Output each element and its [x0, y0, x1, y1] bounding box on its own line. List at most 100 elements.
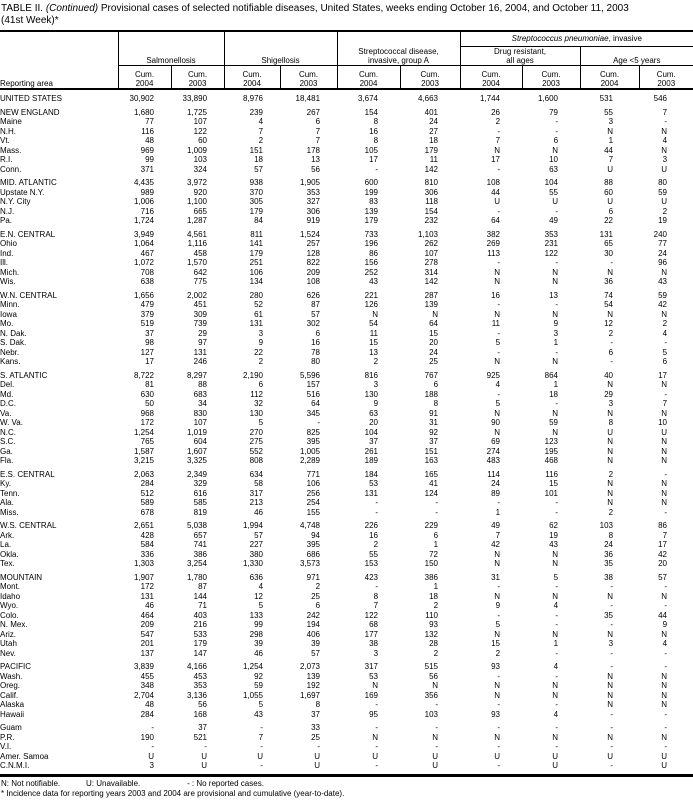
value-cell: 4,748 [299, 521, 321, 530]
value-cell: 2 [315, 582, 321, 591]
value-cell: N [494, 690, 501, 700]
table-row: Calif. 2,704 3,136 1,055 1,697 169 356 N N N N [0, 691, 693, 701]
table-row: MOUNTAIN 1,907 1,780 636 971 423 386 31 5 38 57 [0, 573, 693, 583]
value-cell: 428 [140, 530, 154, 540]
value-cell: 515 [424, 662, 439, 671]
reporting-area-cell: Nebr. [0, 347, 20, 357]
value-cell: 24 [604, 540, 614, 549]
value-cell: 18 [254, 155, 264, 164]
value-cell: 89 [491, 488, 501, 498]
value-cell: 686 [306, 549, 321, 559]
value-cell: 11 [369, 328, 379, 338]
reporting-area-cell: Okla. [0, 549, 19, 559]
value-cell: N [432, 732, 439, 742]
bottom-rule [0, 773, 693, 777]
value-cell: 816 [364, 370, 379, 380]
value-cell: 370 [249, 187, 264, 197]
value-cell: U [661, 427, 668, 437]
value-cell: 42 [658, 549, 668, 559]
week-label: (41st Week)* [1, 15, 59, 26]
value-cell: 531 [599, 94, 614, 103]
value-cell: 87 [311, 300, 321, 309]
value-cell: 86 [658, 521, 668, 530]
value-cell: 630 [140, 389, 154, 399]
value-cell: 179 [249, 206, 264, 216]
value-cell: 479 [140, 300, 154, 309]
value-cell: N [661, 732, 668, 742]
value-cell: 130 [364, 389, 379, 399]
reporting-area-cell: NEW ENGLAND [0, 107, 60, 117]
value-cell: 18,481 [295, 94, 321, 103]
column-group-age-under5: Age <5 years [579, 46, 693, 66]
value-cell: 1 [433, 540, 439, 549]
value-cell: - [317, 742, 321, 751]
value-cell: 103 [599, 521, 614, 530]
value-cell: 3,254 [186, 559, 208, 568]
value-cell: N [494, 732, 501, 742]
value-cell: 213 [249, 498, 264, 507]
col-header-cum: Cum. 2004 [117, 65, 171, 90]
reporting-area-cell: Fla. [0, 456, 14, 465]
value-cell: U [607, 751, 614, 761]
value-cell: 708 [140, 267, 154, 277]
value-cell: N [494, 629, 501, 639]
reporting-area-cell: Tex. [0, 559, 15, 568]
value-cell: 4,435 [133, 178, 154, 187]
value-cell: 395 [306, 540, 321, 549]
value-cell: 657 [193, 530, 208, 540]
value-cell: 9 [495, 601, 501, 610]
value-cell: N [607, 681, 614, 690]
value-cell: 825 [306, 427, 321, 437]
value-cell: 56 [198, 700, 208, 709]
value-cell: 163 [424, 456, 439, 465]
reporting-area-cell: Ind. [0, 248, 14, 258]
value-cell: - [610, 338, 614, 347]
table-row: Wyo. 46 71 5 6 7 2 9 4 - - [0, 601, 693, 611]
value-cell: 49 [549, 216, 559, 225]
value-cell: 382 [486, 229, 501, 239]
value-cell: - [664, 742, 668, 751]
value-cell: 134 [249, 277, 264, 286]
value-cell: 5 [553, 572, 559, 582]
value-cell: N [372, 732, 379, 742]
value-cell: 552 [249, 446, 264, 456]
value-cell: 122 [544, 248, 559, 258]
value-cell: - [375, 582, 379, 591]
value-cell: 64 [311, 399, 321, 408]
table-row: Wash. 455 453 92 139 53 56 - - N N [0, 672, 693, 682]
value-cell: 179 [249, 248, 264, 258]
value-cell: 60 [604, 187, 614, 197]
value-cell: 8,297 [186, 370, 208, 380]
value-cell: 7 [373, 601, 379, 610]
value-cell: 1,006 [133, 197, 154, 206]
value-cell: 305 [249, 197, 264, 206]
value-cell: - [435, 742, 439, 751]
value-cell: - [497, 206, 501, 216]
value-cell: 1,009 [186, 145, 208, 155]
value-cell: 25 [429, 357, 439, 366]
value-cell: 59 [549, 418, 559, 427]
value-cell: 3 [553, 328, 559, 338]
value-cell: 317 [249, 488, 264, 498]
value-cell: 139 [364, 206, 379, 216]
value-cell: 18 [429, 591, 439, 601]
value-cell: 4 [553, 709, 559, 719]
reporting-area-cell: Mont. [0, 582, 21, 591]
value-cell: 11 [491, 319, 501, 328]
value-cell: 39 [311, 639, 321, 648]
value-cell: 99 [254, 620, 264, 629]
value-cell: 5,596 [299, 370, 321, 380]
value-cell: U [607, 427, 614, 437]
value-cell: N [552, 309, 559, 319]
value-cell: 33,890 [182, 94, 208, 103]
value-cell: 221 [364, 290, 379, 300]
table-row: Hawaii 284 168 43 37 95 103 93 4 - - [0, 710, 693, 720]
value-cell: 104 [364, 427, 379, 437]
value-cell: 1,697 [299, 690, 321, 700]
value-cell: 256 [306, 488, 321, 498]
value-cell: - [497, 610, 501, 620]
footnote-n: N: Not notifiable. [1, 778, 61, 788]
table-row: N.J. 716 665 179 306 139 154 - - 6 2 [0, 207, 693, 217]
value-cell: 59 [254, 681, 264, 690]
value-cell: N [552, 357, 559, 366]
